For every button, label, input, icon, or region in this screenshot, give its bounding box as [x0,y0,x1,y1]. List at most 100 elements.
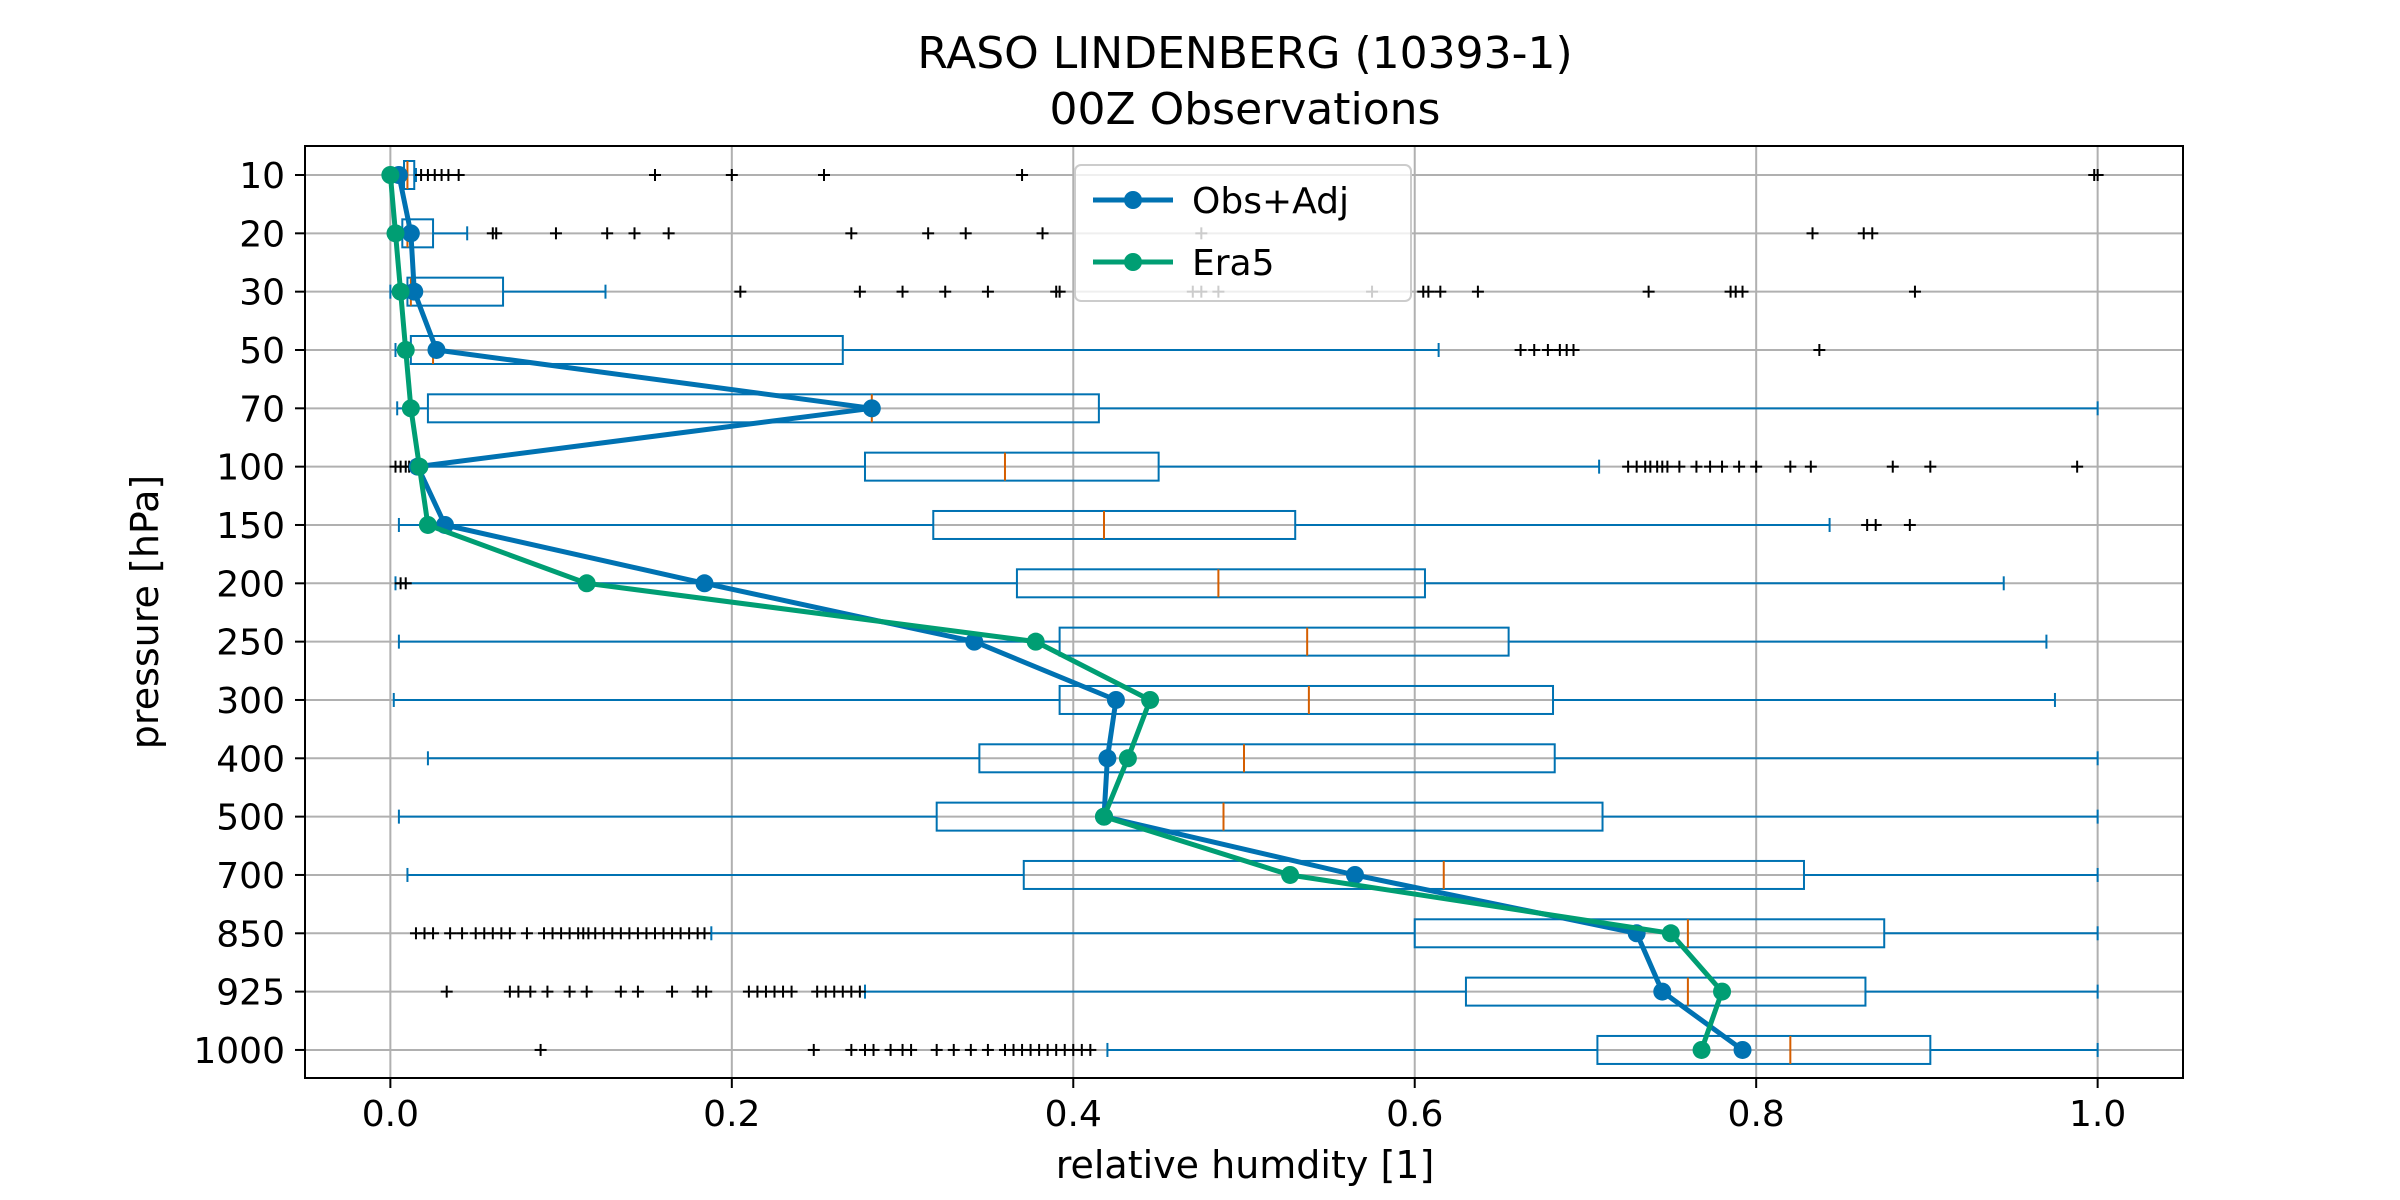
plot-frame [304,145,2184,1079]
outlier-marker [896,285,909,298]
outlier-marker [700,985,713,998]
outlier-marker [1813,343,1826,356]
outlier-marker [399,577,412,590]
box-iqr [1464,976,1867,1007]
outlier-marker [1434,285,1447,298]
outlier-marker [666,985,679,998]
outlier-marker [580,985,593,998]
outlier-marker [456,927,469,940]
legend-era5-marker [1124,253,1142,271]
series-point [401,399,420,418]
outlier-marker [1804,460,1817,473]
outlier-marker [1661,460,1674,473]
outlier-marker [1673,460,1686,473]
outlier-marker [1471,285,1484,298]
x-tick-label: 0.0 [362,1094,419,1135]
box-iqr [935,801,1604,832]
outlier-marker [512,985,525,998]
outlier-marker [905,1043,918,1056]
y-axis-ticks: 10 20 30 50 70 100 150 200 250 300 400 500 700 850 925… [193,156,305,1072]
series-point [862,399,881,418]
series-point [418,515,437,534]
x-tick-label: 0.4 [1045,1094,1102,1135]
series-point [1692,1040,1711,1059]
outlier-marker [1784,460,1797,473]
outlier-marker [549,227,562,240]
outlier-marker [524,985,537,998]
outlier-marker [442,169,455,181]
series-point [410,457,429,476]
box-iqr [863,451,1160,482]
series-point [695,574,714,593]
series-point [577,574,596,593]
outlier-marker [1084,1043,1097,1056]
outlier-marker [818,169,831,181]
outlier-marker [541,985,554,998]
outlier-marker [1716,460,1729,473]
y-tick-label: 150 [216,506,285,547]
outlier-marker [490,227,503,240]
outlier-marker [1908,285,1921,298]
y-axis-label: pressure [hPa] [123,475,167,749]
x-tick-label: 1.0 [2069,1094,2126,1135]
series-point [1095,807,1114,826]
outlier-marker [981,285,994,298]
y-tick-label: 200 [216,564,285,605]
boxplot-250 [397,626,2048,657]
outlier-marker [939,285,952,298]
y-tick-label: 100 [216,448,285,489]
outlier-marker [628,227,641,240]
legend-era5-label: Era5 [1192,243,1275,284]
boxplot-400 [426,743,2099,774]
outlier-marker [1690,460,1703,473]
y-tick-label: 925 [216,973,285,1014]
outlier-marker [520,927,533,940]
outlier-marker [534,1043,547,1056]
box-iqr [1058,626,1510,657]
series-point [1106,690,1125,709]
x-tick-label: 0.8 [1728,1094,1785,1135]
y-tick-label: 500 [216,798,285,839]
outlier-marker [1704,460,1717,473]
outlier-marker [1733,460,1746,473]
outlier-marker [503,927,516,940]
outlier-marker [1567,343,1580,356]
outlier-marker [444,927,457,940]
outlier-marker [845,1043,858,1056]
outlier-marker [631,985,644,998]
x-axis-label: relative humdity [1] [1056,1143,1435,1187]
y-tick-label: 700 [216,856,285,897]
series-point [1653,982,1672,1001]
outlier-marker [845,227,858,240]
chart-subtitle: 00Z Observations [1050,84,1441,135]
y-tick-label: 30 [239,273,285,314]
series-point [1098,749,1117,768]
outlier-marker [1016,169,1029,181]
outlier-marker [884,1043,897,1056]
box-iqr [1413,918,1886,949]
boxplot-150 [397,509,1831,540]
outlier-marker [853,285,866,298]
outlier-marker [959,227,972,240]
y-tick-label: 400 [216,739,285,780]
series-point [396,340,415,359]
y-tick-label: 20 [239,214,285,255]
box-iqr [978,743,1556,774]
series-era5 [381,166,1732,1059]
box-iqr [1058,684,1555,715]
outlier-marker [930,1043,943,1056]
legend-obs-marker [1124,191,1142,209]
series-point [1118,749,1137,768]
series-obs-adj [389,166,1752,1059]
x-tick-label: 0.2 [703,1094,760,1135]
series-point [386,224,405,243]
y-tick-label: 250 [216,623,285,664]
box-iqr [1015,568,1426,599]
outlier-marker [648,169,661,181]
series-point [381,166,400,184]
series-point [1661,924,1680,943]
outlier-marker [1806,227,1819,240]
outlier-marker [1528,343,1541,356]
series-point [401,224,420,243]
